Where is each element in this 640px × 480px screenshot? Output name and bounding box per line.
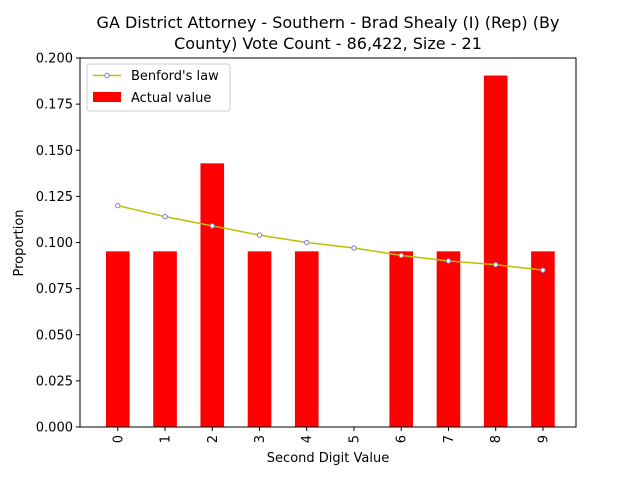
benford-line-series (115, 202, 546, 273)
x-tick-label-6: 6 (395, 435, 410, 443)
legend: Benford's law Actual value (86, 63, 231, 112)
x-tick-label-5: 5 (347, 435, 362, 443)
legend-marker-swatch (104, 72, 110, 79)
benford-point-5 (351, 245, 357, 251)
bar-3 (247, 251, 272, 427)
y-axis-label: Proportion (12, 209, 27, 276)
benford-line (117, 204, 544, 271)
benford-point-2 (209, 223, 215, 229)
benford-point-4 (304, 239, 310, 246)
x-tick-label-7: 7 (442, 435, 457, 443)
bar-2 (200, 163, 225, 428)
benford-point-6 (398, 252, 404, 259)
y-tick-label-0: 0.000 (36, 421, 73, 436)
legend-label-benford: Benford's law (131, 69, 219, 84)
benford-point-0 (115, 202, 121, 209)
chart-title-line-1: GA District Attorney - Southern - Brad S… (97, 13, 560, 32)
y-tick-label-5: 0.125 (36, 190, 73, 205)
benford-point-8 (492, 261, 499, 268)
x-axis-label: Second Digit Value (267, 451, 389, 466)
y-axis: 0.000 0.025 0.050 0.075 0.100 0.125 0.150 0.175… (36, 52, 80, 436)
legend-label-actual: Actual value (131, 91, 211, 106)
benford-point-1 (162, 213, 168, 220)
x-tick-label-9: 9 (536, 435, 551, 443)
chart-title-line-2: County) Vote Count - 86,422, Size - 21 (174, 34, 482, 53)
legend-box (86, 63, 231, 112)
benford-point-7 (445, 258, 452, 264)
bar-series (105, 75, 555, 428)
benford-point-3 (256, 232, 263, 238)
benford-point-9 (540, 267, 546, 273)
bar-7 (436, 251, 461, 427)
bar-9 (531, 251, 555, 427)
x-axis: 0 1 2 3 4 5 6 7 8 9 (111, 427, 551, 443)
y-tick-label-3: 0.075 (36, 282, 73, 297)
y-tick-label-7: 0.175 (36, 98, 73, 113)
x-tick-label-8: 8 (489, 435, 504, 443)
y-tick-label-8: 0.200 (36, 52, 73, 67)
legend-bar-swatch (93, 92, 121, 102)
bar-8 (483, 75, 508, 427)
bar-1 (153, 251, 177, 427)
y-tick-label-4: 0.100 (36, 236, 73, 251)
y-tick-label-1: 0.025 (36, 374, 73, 389)
x-tick-label-3: 3 (253, 435, 268, 443)
y-tick-label-2: 0.050 (36, 328, 73, 343)
bar-4 (294, 251, 319, 427)
x-tick-label-1: 1 (159, 435, 174, 443)
x-tick-label-2: 2 (206, 435, 221, 443)
x-tick-label-4: 4 (300, 435, 315, 443)
x-tick-label-0: 0 (111, 435, 126, 443)
bar-0 (105, 251, 130, 427)
bar-6 (389, 251, 414, 427)
y-tick-label-6: 0.150 (36, 144, 73, 159)
